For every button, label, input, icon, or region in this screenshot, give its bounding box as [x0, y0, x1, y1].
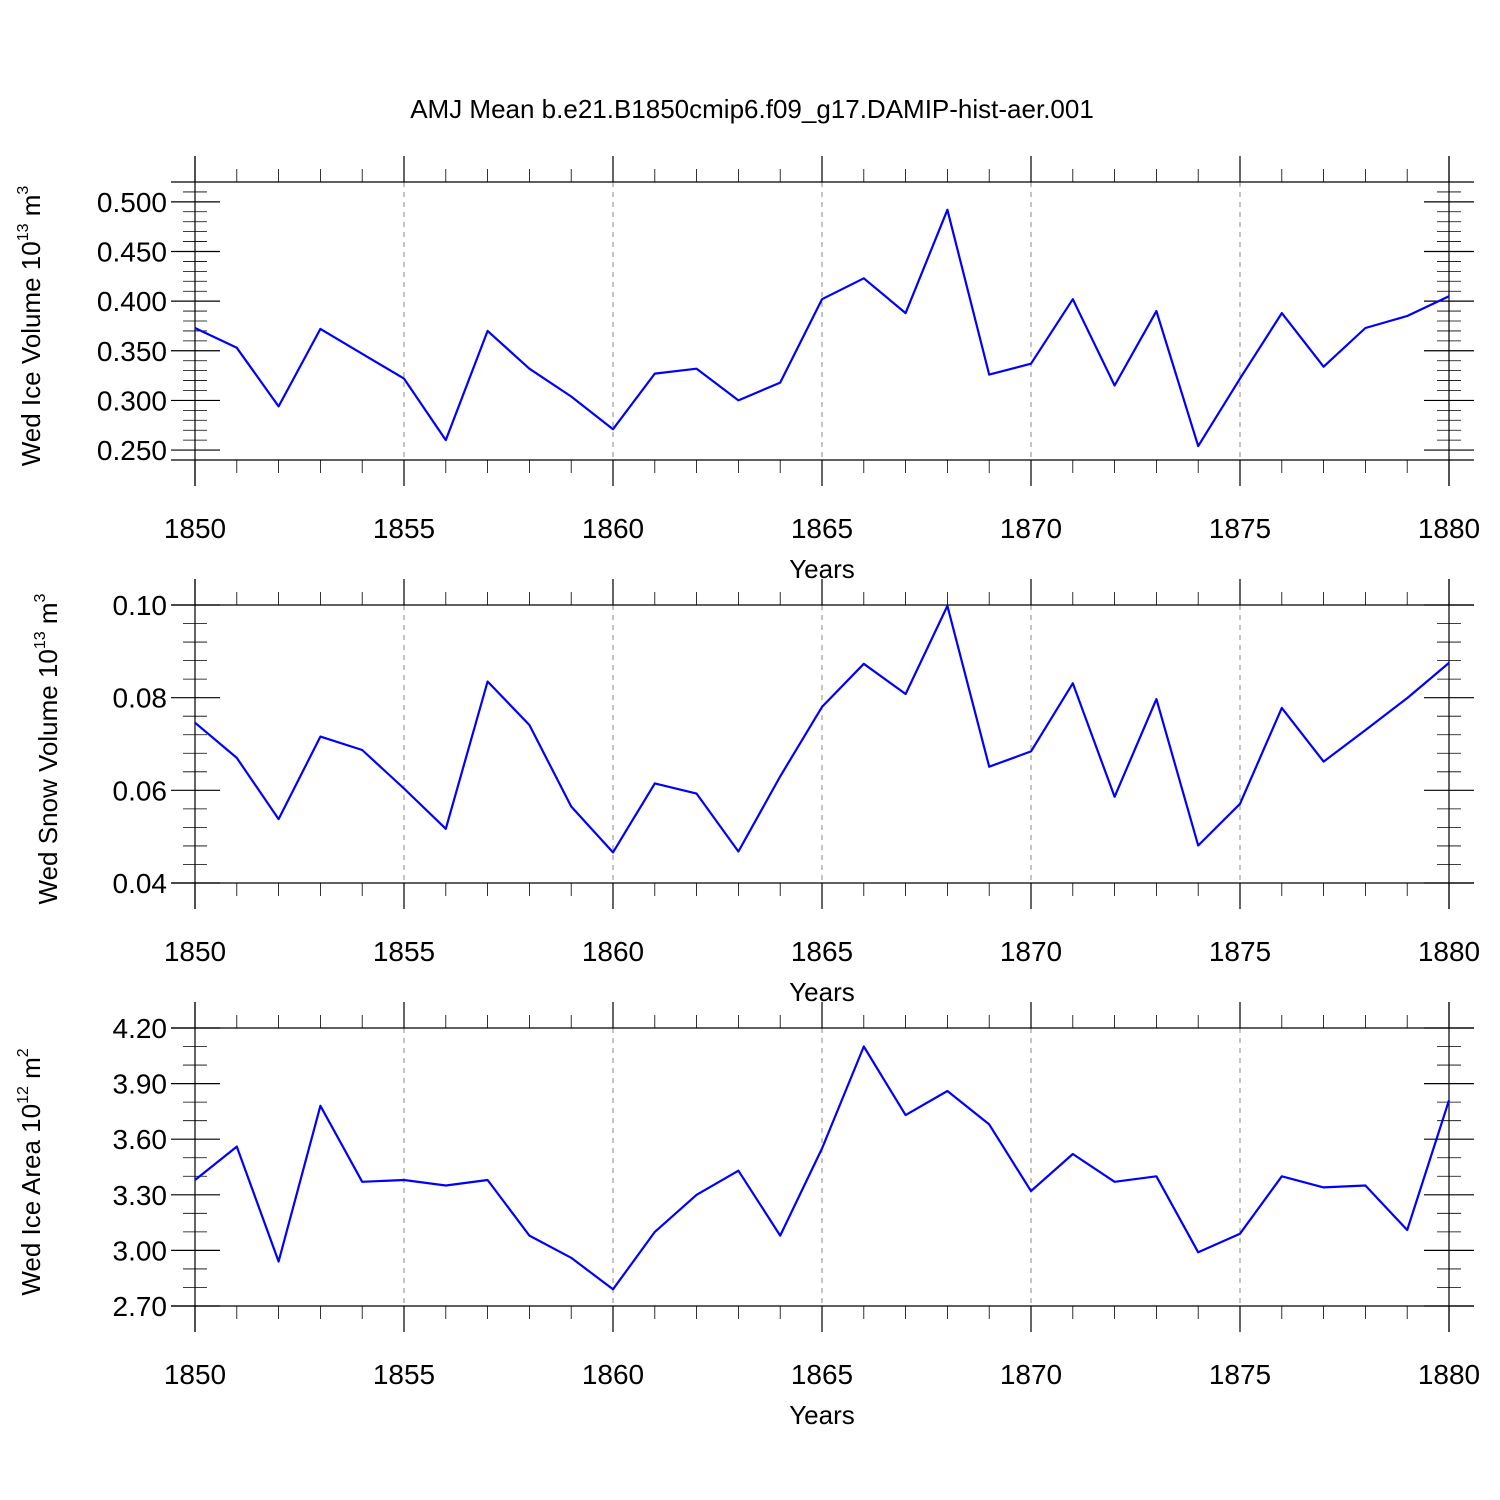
y-tick-label: 4.20	[113, 1013, 168, 1044]
y-axis-title: Wed Ice Area 1012 m2	[15, 1048, 46, 1295]
x-tick-label: 1855	[373, 513, 435, 544]
x-tick-label: 1870	[1000, 1359, 1062, 1390]
x-tick-label: 1855	[373, 1359, 435, 1390]
chart-title: AMJ Mean b.e21.B1850cmip6.f09_g17.DAMIP-…	[410, 94, 1094, 124]
y-tick-label: 0.500	[97, 187, 167, 218]
x-tick-label: 1880	[1418, 513, 1480, 544]
x-tick-label: 1875	[1209, 1359, 1271, 1390]
y-tick-label: 0.350	[97, 336, 167, 367]
y-axis-title-exponent: 13	[15, 223, 32, 241]
y-tick-label: 0.450	[97, 237, 167, 268]
x-tick-label: 1865	[791, 513, 853, 544]
x-tick-label: 1860	[582, 936, 644, 967]
panel-1: 0.250 0.300 0.350 0.400 0.450 0.500 1850 1855 18…	[15, 156, 1480, 584]
y-axis-title-unit: m	[33, 602, 63, 631]
y-tick-label: 0.300	[97, 385, 167, 416]
x-tick-label: 1860	[582, 1359, 644, 1390]
y-axis-title: Wed Snow Volume 1013 m3	[32, 593, 63, 904]
series-line	[194, 604, 1450, 854]
x-tick-label: 1870	[1000, 936, 1062, 967]
series-line	[194, 1045, 1451, 1291]
y-axis-title-text: Wed Snow Volume 10	[33, 649, 63, 904]
x-tick-label: 1850	[164, 513, 226, 544]
y-axis-title-exponent: 13	[32, 631, 49, 649]
x-tick-label: 1865	[791, 1359, 853, 1390]
x-tick-label: 1880	[1418, 936, 1480, 967]
x-tick-label: 1865	[791, 936, 853, 967]
x-tick-label: 1870	[1000, 513, 1062, 544]
y-tick-label: 2.70	[113, 1291, 168, 1322]
x-tick-label: 1860	[582, 513, 644, 544]
y-tick-label: 0.400	[97, 286, 167, 317]
x-tick-label: 1875	[1209, 936, 1271, 967]
y-axis-title-unit-exponent: 2	[15, 1048, 32, 1057]
series-line	[194, 208, 1450, 448]
y-axis-title-unit: m	[16, 1057, 46, 1086]
y-tick-label: 3.90	[113, 1069, 168, 1100]
panel-3: 2.70 3.00 3.30 3.60 3.90 4.20 1850 1855 1860 1865…	[15, 1002, 1480, 1430]
y-tick-label: 3.60	[113, 1124, 168, 1155]
x-tick-label: 1880	[1418, 1359, 1480, 1390]
x-tick-label: 1850	[164, 936, 226, 967]
y-axis-title-text: Wed Ice Volume 10	[16, 241, 46, 466]
y-tick-label: 0.04	[113, 868, 168, 899]
y-tick-label: 3.30	[113, 1180, 168, 1211]
y-tick-label: 0.08	[113, 683, 168, 714]
y-axis-title-unit: m	[16, 195, 46, 224]
panel-2: 0.04 0.06 0.08 0.10 1850 1855 1860 1865 1870 1875…	[32, 579, 1480, 1007]
x-axis-title: Years	[789, 1400, 855, 1430]
y-axis-title-exponent: 12	[15, 1086, 32, 1104]
x-tick-label: 1850	[164, 1359, 226, 1390]
y-axis-title-unit-exponent: 3	[15, 186, 32, 195]
y-axis-title-unit-exponent: 3	[32, 593, 49, 602]
y-tick-label: 0.06	[113, 775, 168, 806]
y-tick-label: 0.10	[113, 590, 168, 621]
x-tick-label: 1855	[373, 936, 435, 967]
y-axis-title: Wed Ice Volume 1013 m3	[15, 186, 46, 467]
y-axis-title-text: Wed Ice Area 10	[16, 1104, 46, 1296]
x-tick-label: 1875	[1209, 513, 1271, 544]
y-tick-label: 0.250	[97, 435, 167, 466]
y-tick-label: 3.00	[113, 1235, 168, 1266]
